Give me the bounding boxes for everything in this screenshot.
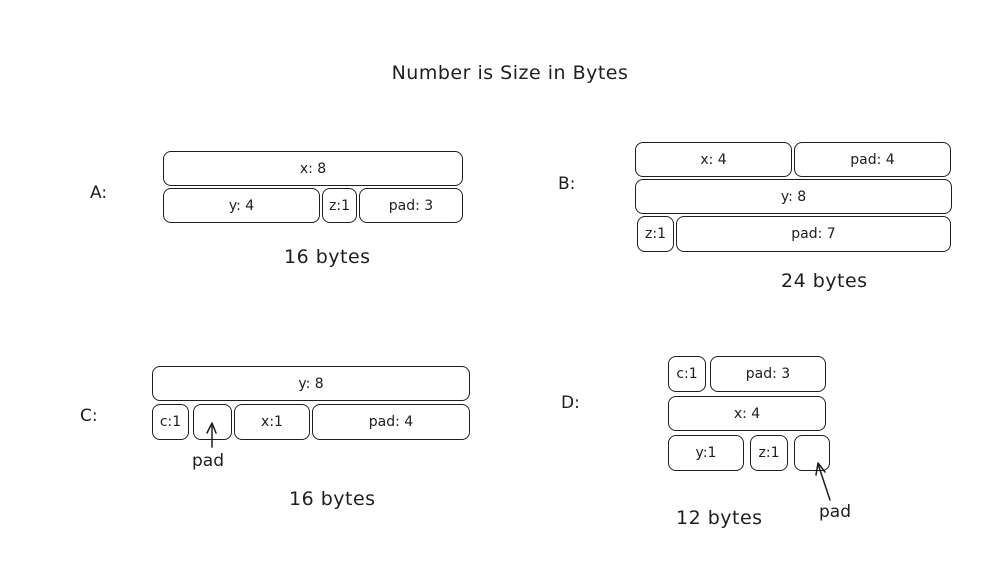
- struct-b-field-y: y: 8: [635, 179, 952, 214]
- struct-d-padding: pad: 3: [710, 356, 826, 392]
- struct-c-label: C:: [80, 406, 98, 426]
- struct-b-label: B:: [558, 174, 576, 194]
- struct-c-pad-note: pad: [192, 451, 224, 471]
- struct-c-field-c: c:1: [152, 404, 189, 440]
- diagram-title: Number is Size in Bytes: [391, 62, 629, 84]
- struct-a-field-y: y: 4: [163, 188, 320, 223]
- struct-d-padding-small: [794, 435, 830, 471]
- struct-d-field-y: y:1: [668, 435, 744, 471]
- struct-d-pad-note: pad: [819, 502, 851, 522]
- struct-d-label: D:: [561, 393, 580, 413]
- struct-d-field-x: x: 4: [668, 396, 826, 431]
- struct-d-field-c: c:1: [668, 356, 706, 392]
- struct-c-padding-small: [193, 404, 232, 440]
- struct-a-field-x: x: 8: [163, 151, 463, 186]
- struct-a-total: 16 bytes: [284, 246, 371, 268]
- struct-c-padding: pad: 4: [312, 404, 470, 440]
- struct-c-field-x: x:1: [234, 404, 310, 440]
- struct-a-field-z: z:1: [322, 188, 357, 223]
- struct-c-field-y: y: 8: [152, 366, 470, 401]
- struct-d-total: 12 bytes: [676, 507, 763, 529]
- struct-b-field-x: x: 4: [635, 142, 792, 177]
- struct-a-padding: pad: 3: [359, 188, 463, 223]
- struct-b-field-z: z:1: [637, 216, 674, 252]
- struct-b-total: 24 bytes: [781, 270, 868, 292]
- struct-d-field-z: z:1: [750, 435, 788, 471]
- struct-b-padding-top: pad: 4: [794, 142, 951, 177]
- struct-a-label: A:: [90, 183, 108, 203]
- struct-b-padding-bottom: pad: 7: [676, 216, 951, 252]
- struct-c-total: 16 bytes: [289, 488, 376, 510]
